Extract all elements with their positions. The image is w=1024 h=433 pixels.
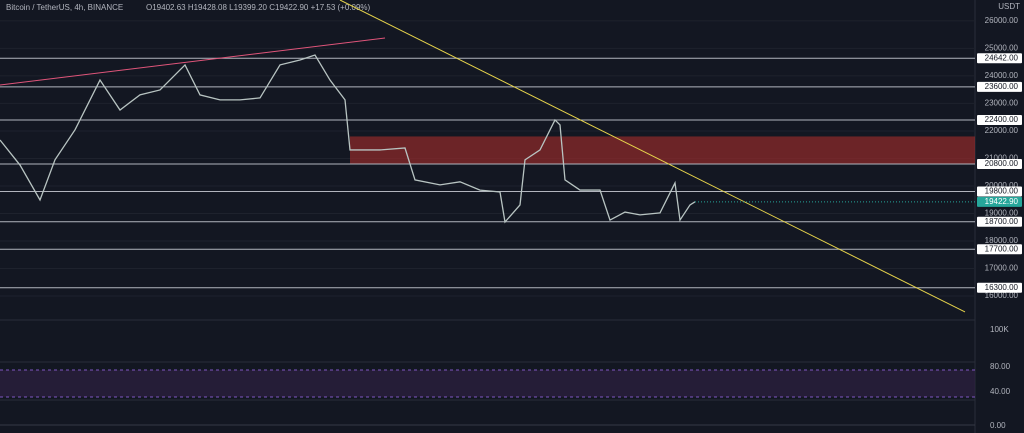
level-tag [977,114,1022,125]
level-label: 23600.00 [985,82,1019,91]
level-label: 20800.00 [985,159,1019,168]
trendline [339,0,966,313]
y-tick-label: 18000.00 [985,236,1019,245]
rsi-label: 80.00 [990,362,1011,371]
level-label: 19800.00 [985,187,1019,196]
y-tick-label: 21000.00 [985,154,1019,163]
y-tick-label: 25000.00 [985,44,1019,53]
y-tick-label: 22000.00 [985,126,1019,135]
level-label: 24642.00 [985,53,1019,62]
level-tag [977,244,1022,255]
y-tick-label: 26000.00 [985,16,1019,25]
level-tag [977,158,1022,169]
level-label: 16300.00 [985,283,1019,292]
ohlc: O19402.63 H19428.08 L19399.20 C19422.90 … [146,3,371,12]
level-label: 22400.00 [985,115,1019,124]
level-tag [977,186,1022,197]
level-tag [977,53,1022,64]
symbol-title: Bitcoin / TetherUS, 4h, BINANCE [6,3,123,12]
y-tick-label: 16000.00 [985,291,1019,300]
y-tick-label: 17000.00 [985,264,1019,273]
rsi-band [0,370,975,397]
last-price-tag [977,196,1022,207]
macd-label: 0.00 [990,421,1006,430]
trendline [0,37,386,86]
unit: USDT [998,2,1020,11]
y-tick-label: 20000.00 [985,181,1019,190]
rsi-label: 40.00 [990,387,1011,396]
supply-zone [350,136,975,164]
volume-label: 100K [990,325,1009,334]
level-tag [977,216,1022,227]
y-tick-label: 24000.00 [985,71,1019,80]
level-tag [977,81,1022,92]
level-label: 18700.00 [985,217,1019,226]
last-price-label: 19422.90 [985,197,1019,206]
y-tick-label: 19000.00 [985,209,1019,218]
y-tick-label: 23000.00 [985,99,1019,108]
level-label: 17700.00 [985,244,1019,253]
level-tag [977,282,1022,293]
price-line [0,54,696,224]
